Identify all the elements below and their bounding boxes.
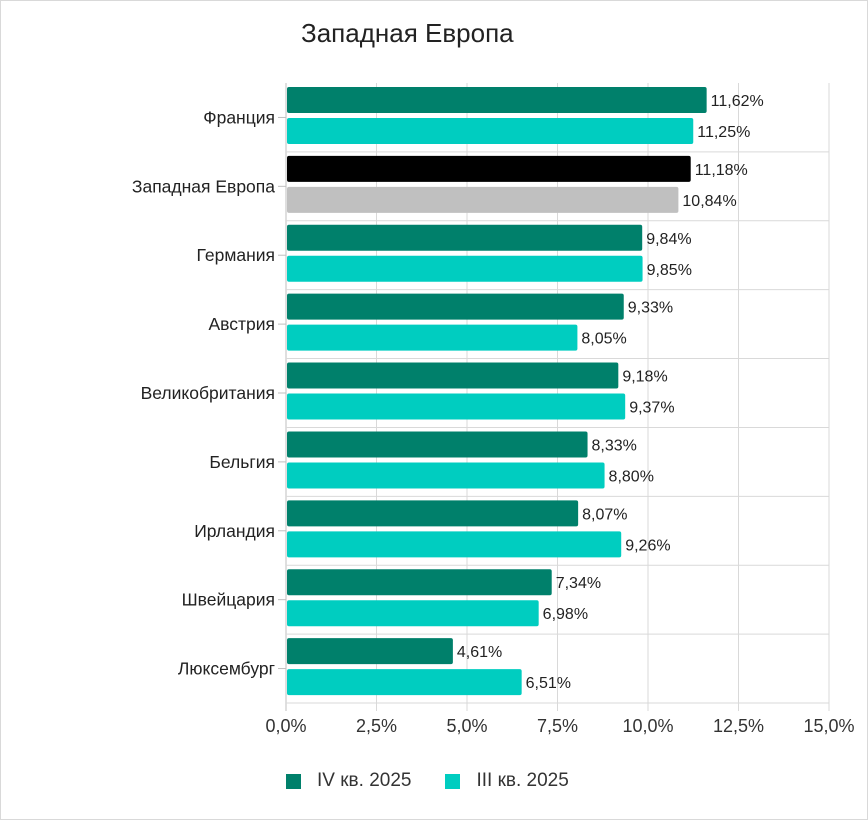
category-label: Великобритания xyxy=(141,383,275,403)
data-label: 9,85% xyxy=(647,262,692,279)
chart-title: Западная Европа xyxy=(301,18,514,48)
data-label: 11,25% xyxy=(697,124,750,141)
data-label: 11,62% xyxy=(711,93,764,110)
data-label: 9,37% xyxy=(629,400,674,417)
bar-q4 xyxy=(287,155,691,182)
legend-item-q3: III кв. 2025 xyxy=(445,770,569,792)
legend-label-q3: III кв. 2025 xyxy=(476,770,569,791)
bar-q4 xyxy=(287,500,579,527)
data-label: 8,33% xyxy=(592,437,637,454)
data-label: 7,34% xyxy=(556,575,601,592)
data-label: 9,18% xyxy=(622,369,667,386)
category-label: Швейцария xyxy=(182,590,275,610)
data-label: 9,33% xyxy=(628,300,673,317)
bar-q4 xyxy=(287,224,643,251)
bar-q4 xyxy=(287,638,453,665)
bar-q3 xyxy=(287,462,605,489)
x-tick-label: 12,5% xyxy=(713,716,764,736)
bar-q3 xyxy=(287,186,679,213)
data-label: 10,84% xyxy=(682,193,736,210)
x-tick-label: 15,0% xyxy=(803,716,854,736)
data-label: 11,18% xyxy=(695,162,748,179)
data-label: 8,05% xyxy=(581,331,626,348)
category-label: Франция xyxy=(203,107,275,127)
data-label: 9,26% xyxy=(625,537,670,554)
data-label: 8,07% xyxy=(582,506,627,523)
data-label: 6,98% xyxy=(543,606,588,623)
bar-q4 xyxy=(287,362,619,389)
category-label: Германия xyxy=(197,245,275,265)
bar-q3 xyxy=(287,600,539,627)
category-label: Австрия xyxy=(208,314,275,334)
bar-q3 xyxy=(287,531,622,558)
x-tick-label: 5,0% xyxy=(446,716,487,736)
legend-item-q4: IV кв. 2025 xyxy=(286,770,411,792)
data-label: 9,84% xyxy=(646,231,691,248)
legend-swatch-q3 xyxy=(445,773,461,789)
legend-swatch-q4 xyxy=(286,773,301,789)
bar-q4 xyxy=(287,569,552,596)
x-tick-label: 0,0% xyxy=(265,716,306,736)
data-label: 8,80% xyxy=(609,468,654,485)
category-label: Бельгия xyxy=(209,452,275,472)
data-label: 6,51% xyxy=(526,675,571,692)
bar-q3 xyxy=(287,669,522,696)
x-tick-label: 2,5% xyxy=(356,716,397,736)
bar-q3 xyxy=(287,255,643,282)
category-label: Западная Европа xyxy=(132,176,275,196)
bar-q4 xyxy=(287,431,588,458)
bar-q3 xyxy=(287,118,694,144)
category-label: Люксембург xyxy=(178,659,275,679)
legend-label-q4: IV кв. 2025 xyxy=(317,770,412,791)
bar-q4 xyxy=(287,87,707,113)
x-tick-label: 7,5% xyxy=(537,716,578,736)
category-label: Ирландия xyxy=(194,521,275,541)
x-tick-label: 10,0% xyxy=(622,716,673,736)
data-label: 4,61% xyxy=(457,644,502,661)
legend: IV кв. 2025 III кв. 2025 xyxy=(286,770,569,792)
bar-q3 xyxy=(287,393,626,420)
bar-q4 xyxy=(287,293,624,320)
bar-q3 xyxy=(287,324,578,351)
